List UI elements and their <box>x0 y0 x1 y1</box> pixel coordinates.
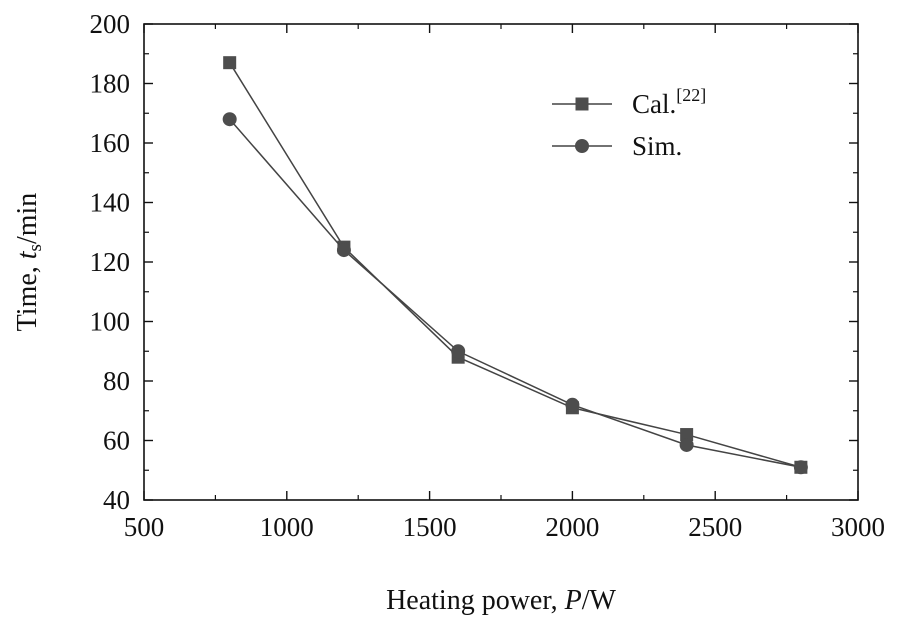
data-point <box>223 56 237 70</box>
y-axis-title: Time, ts/min <box>12 193 46 332</box>
ticks: 500 1000 1500 2000 2500 3000 40 60 80 100 120 140 16… <box>90 9 886 542</box>
x-axis-title-prefix: Heating power, <box>386 585 565 616</box>
legend-label-superscript: [22] <box>676 85 706 105</box>
series-line <box>229 62 802 468</box>
y-axis-title-unit: /min <box>12 193 43 244</box>
x-axis-title-unit: /W <box>582 585 617 616</box>
y-tick-label: 140 <box>90 188 131 218</box>
y-tick-label: 100 <box>90 307 131 337</box>
y-tick-label: 200 <box>90 9 131 39</box>
legend-label: Sim. <box>632 131 682 161</box>
series <box>222 56 808 475</box>
x-tick-label: 2500 <box>688 512 742 542</box>
legend-label-text: Sim. <box>632 131 682 161</box>
y-axis-title-prefix: Time, <box>12 259 43 331</box>
data-point <box>222 112 237 127</box>
y-tick-label: 60 <box>103 426 130 456</box>
data-point <box>336 243 351 258</box>
x-axis-title: Heating power, P/W <box>386 585 616 616</box>
data-point <box>451 344 466 359</box>
series-cal <box>223 56 808 474</box>
x-tick-label: 1000 <box>260 512 314 542</box>
y-tick-label: 120 <box>90 247 131 277</box>
axes <box>143 23 859 501</box>
series-sim <box>222 112 808 475</box>
legend-label: Cal.[22] <box>632 85 706 119</box>
x-axis-title-symbol: P <box>564 585 582 616</box>
y-tick-label: 40 <box>103 485 130 515</box>
legend: Cal.[22] Sim. <box>552 85 706 161</box>
data-point <box>679 437 694 452</box>
legend-label-text: Cal. <box>632 89 676 119</box>
x-tick-label: 2000 <box>545 512 599 542</box>
legend-marker <box>575 139 589 153</box>
legend-entry: Cal.[22] <box>552 85 706 119</box>
y-tick-label: 160 <box>90 128 131 158</box>
x-tick-label: 3000 <box>831 512 885 542</box>
data-point <box>680 428 694 442</box>
y-tick-label: 180 <box>90 69 131 99</box>
y-tick-label: 80 <box>103 366 130 396</box>
plot-frame <box>143 23 859 501</box>
legend-entry: Sim. <box>552 131 682 161</box>
data-point <box>565 397 580 412</box>
data-point <box>793 460 808 475</box>
y-axis-title-symbol: t <box>12 250 43 259</box>
series-line <box>229 118 802 469</box>
x-tick-label: 1500 <box>403 512 457 542</box>
y-axis-title-subscript: s <box>25 244 46 251</box>
legend-marker <box>575 97 589 111</box>
x-tick-label: 500 <box>124 512 165 542</box>
